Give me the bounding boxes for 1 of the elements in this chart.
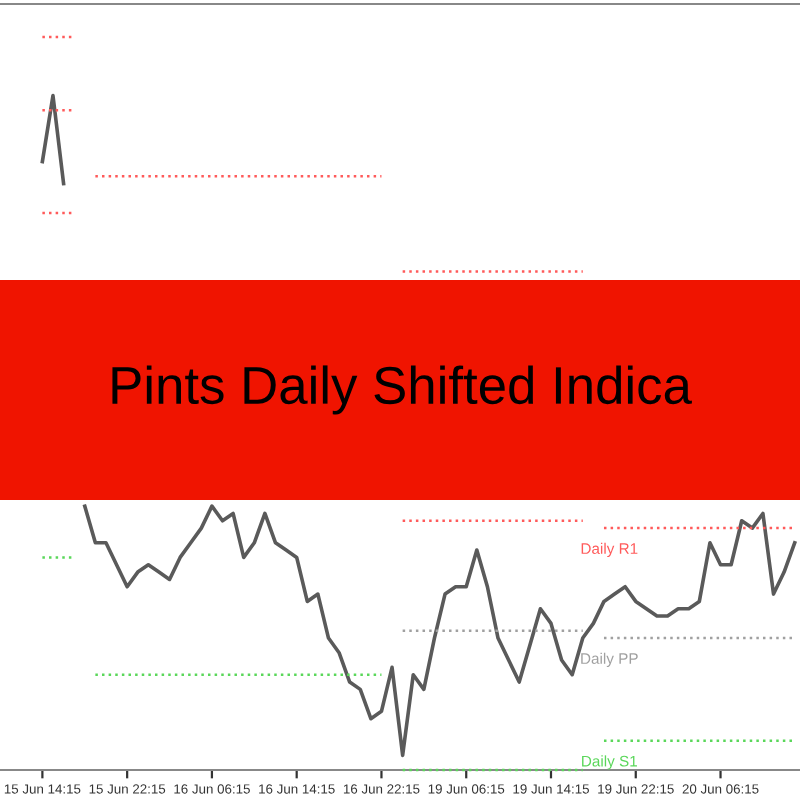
text: Pints Daily Shifted Indica: [112, 365, 692, 415]
